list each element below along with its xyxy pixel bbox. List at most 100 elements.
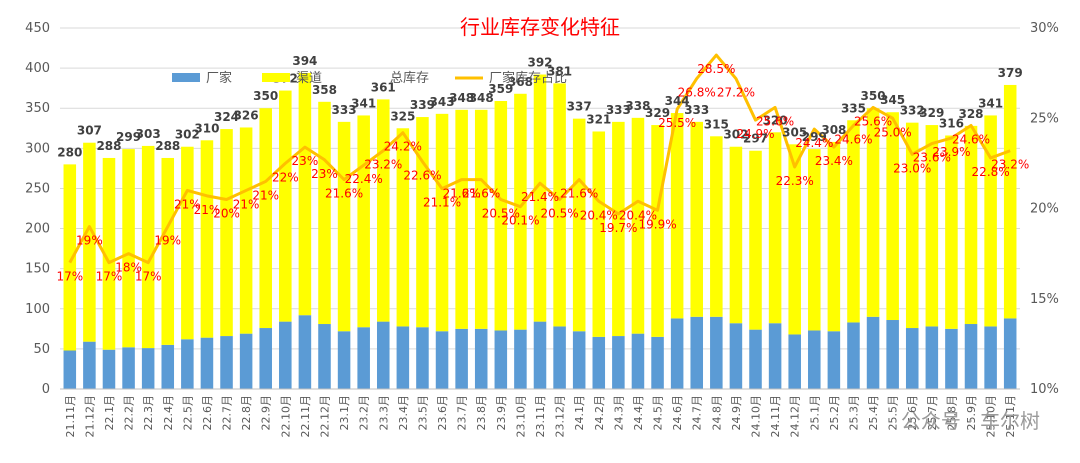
total-label: 333 (684, 103, 709, 117)
x-tick-label: 22.7月 (221, 395, 234, 431)
total-label: 303 (136, 127, 161, 141)
y2-tick-label: 15% (1030, 292, 1059, 307)
total-label: 339 (410, 98, 435, 112)
total-label: 328 (958, 107, 983, 121)
bar-maker (102, 349, 116, 389)
bar-maker (925, 326, 939, 389)
x-tick-label: 24.8月 (710, 395, 723, 431)
bar-channel (161, 157, 175, 345)
bar-channel (964, 125, 978, 325)
legend-swatch (262, 73, 290, 82)
x-tick-label: 22.12月 (318, 395, 331, 438)
ratio-label: 21.6% (443, 187, 481, 201)
bar-maker (279, 321, 292, 389)
total-label: 392 (527, 56, 552, 70)
ratio-label: 18% (115, 261, 142, 275)
bar-channel (827, 141, 841, 332)
ratio-label: 24.9% (736, 127, 774, 141)
ratio-label: 20.4% (580, 208, 618, 222)
x-tick-label: 24.9月 (730, 395, 743, 431)
bar-maker (1003, 318, 1017, 389)
ratio-label: 24.6% (834, 132, 872, 146)
x-tick-label: 23.7月 (456, 395, 469, 431)
legend-swatch (172, 73, 200, 82)
legend-label: 渠道 (296, 71, 322, 86)
bar-maker (83, 341, 96, 389)
x-tick-label: 25.9月 (965, 395, 978, 431)
bar-maker (788, 334, 801, 389)
bar-series (63, 72, 1017, 389)
bar-channel (612, 121, 625, 337)
ratio-line-series (68, 53, 1011, 265)
total-label: 315 (704, 117, 729, 131)
x-tick-label: 25.3月 (847, 395, 860, 431)
ratio-label: 27.2% (717, 86, 755, 100)
total-label: 326 (234, 108, 259, 122)
ratio-label: 20.5% (482, 206, 520, 220)
ratio-label: 25.0% (874, 125, 912, 139)
bar-maker (435, 331, 449, 389)
total-label: 345 (880, 93, 905, 107)
x-axis: 21.11月 21.12月 22.1月 22.2月 22.3月 22.4月 22.5月 22.… (60, 388, 1020, 438)
x-tick-label: 21.11月 (64, 395, 77, 438)
data-labels: 2803072882993032883023103243263503723943… (56, 54, 1029, 284)
x-tick-label: 21.12月 (83, 395, 96, 438)
ratio-label: 22.4% (345, 172, 383, 186)
x-tick-label: 25.5月 (887, 395, 900, 431)
bar-channel (729, 146, 743, 324)
x-tick-label: 22.2月 (123, 395, 136, 431)
total-label: 324 (214, 110, 239, 124)
y2-tick-label: 20% (1030, 202, 1059, 217)
bar-channel (416, 117, 429, 328)
left-axis: 0 50 100 150 200 250 300 350 400 450 (25, 21, 50, 397)
bar-maker (984, 326, 997, 389)
total-label: 359 (488, 82, 513, 96)
bar-maker (239, 333, 253, 389)
bar-maker (474, 328, 488, 389)
watermark: 公众号 · 车尔树 (901, 409, 1040, 433)
ratio-label: 24.4% (795, 136, 833, 150)
total-label: 297 (743, 132, 768, 146)
bar-maker (181, 339, 194, 389)
chart-title: 行业库存变化特征 (460, 15, 620, 39)
bar-channel (122, 149, 135, 348)
total-label: 341 (978, 96, 1003, 110)
x-tick-label: 23.8月 (475, 395, 488, 431)
ratio-label: 23.2% (364, 158, 402, 172)
bar-channel (925, 125, 939, 327)
total-label: 350 (253, 89, 278, 103)
bar-channel (866, 108, 880, 317)
x-tick-label: 23.10月 (514, 395, 527, 438)
x-tick-label: 24.5月 (652, 395, 665, 431)
bar-channel (102, 157, 116, 350)
y-tick-label: 300 (25, 141, 50, 156)
x-tick-label: 23.9月 (495, 395, 508, 431)
x-tick-label: 24.3月 (612, 395, 625, 431)
bar-channel (181, 146, 194, 340)
bar-channel (474, 109, 488, 329)
total-label: 280 (57, 145, 82, 159)
ratio-label: 20.1% (501, 214, 539, 228)
x-tick-label: 24.7月 (691, 395, 704, 431)
x-tick-label: 25.1月 (808, 395, 821, 431)
x-tick-label: 22.1月 (103, 395, 116, 431)
bar-maker (494, 330, 508, 389)
y-tick-label: 50 (33, 342, 50, 357)
bar-channel (651, 125, 664, 337)
bar-channel (749, 150, 762, 330)
bar-channel (945, 135, 958, 329)
ratio-label: 19% (154, 234, 181, 248)
bar-channel (239, 127, 253, 334)
bar-maker (161, 344, 175, 389)
bar-maker (690, 316, 704, 389)
bar-channel (318, 101, 331, 325)
bar-channel (259, 108, 272, 329)
bar-maker (710, 316, 723, 389)
bar-channel (220, 129, 233, 337)
bar-maker (514, 329, 527, 389)
total-label: 348 (449, 91, 474, 105)
ratio-label: 21.6% (325, 187, 363, 201)
bar-channel (768, 132, 782, 324)
bar-maker (572, 331, 586, 389)
x-tick-label: 24.12月 (789, 395, 802, 438)
